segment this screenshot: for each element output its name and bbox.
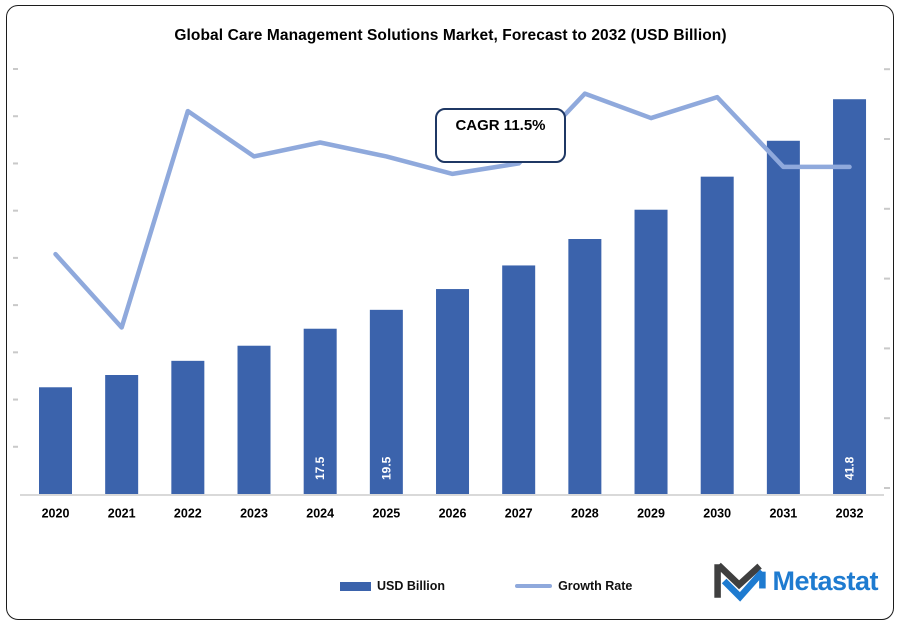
right-axis-tick: [884, 207, 890, 210]
growth-rate-line: [53, 91, 852, 330]
bar-value-label-2032: 41.8: [843, 456, 857, 480]
left-axis-tick: [13, 68, 18, 70]
x-axis-line: [20, 494, 884, 496]
x-axis-label-2028: 2028: [571, 507, 599, 521]
legend-label-growth-rate: Growth Rate: [558, 579, 633, 593]
right-axis-tick: [884, 68, 890, 71]
left-axis-tick: [13, 398, 18, 401]
right-axis-tick: [884, 487, 890, 489]
x-axis-label-2024: 2024: [306, 507, 334, 521]
metastat-m-icon: [714, 562, 767, 602]
left-axis-tick: [13, 209, 18, 212]
right-axis-tick: [884, 417, 890, 420]
cagr-annotation: CAGR 11.5%: [435, 108, 566, 163]
bar-2022: [171, 360, 205, 494]
bar-2032: [833, 99, 867, 494]
left-axis-tick: [13, 304, 18, 307]
bar-2031: [766, 140, 800, 494]
legend-item-growth-rate: Growth Rate: [515, 579, 632, 593]
x-axis-label-2023: 2023: [240, 507, 268, 521]
x-axis-label-2027: 2027: [505, 507, 533, 521]
x-axis-label-2032: 2032: [836, 507, 864, 521]
bar-2021: [105, 375, 139, 494]
right-axis-tick: [884, 347, 890, 350]
left-axis-tick: [13, 256, 18, 259]
legend-item-usd-billion: USD Billion: [340, 579, 445, 593]
chart-title: Global Care Management Solutions Market,…: [174, 27, 727, 44]
bar-2028: [568, 239, 602, 494]
bar-2026: [436, 289, 470, 494]
bar-2020: [39, 387, 72, 494]
legend: USD Billion Growth Rate: [340, 579, 632, 593]
x-axis-label-2029: 2029: [637, 507, 665, 521]
metastat-logo-text: Metastat: [772, 565, 878, 596]
x-axis-label-2021: 2021: [108, 507, 136, 521]
right-axis-tick: [884, 277, 890, 280]
left-axis-tick: [13, 162, 18, 165]
bar-2029: [634, 209, 668, 494]
left-axis-tick: [13, 351, 18, 354]
bar-2030: [700, 176, 734, 494]
bar-2024: [303, 328, 337, 494]
line-series-swatch-icon: [515, 584, 553, 588]
left-axis-tick: [13, 445, 18, 448]
x-axis-label-2022: 2022: [174, 507, 202, 521]
x-axis-label-2020: 2020: [42, 507, 70, 521]
left-axis-tick: [13, 115, 18, 118]
bar-2027: [502, 265, 536, 494]
x-axis-label-2031: 2031: [769, 507, 797, 521]
bar-2025: [369, 309, 403, 494]
bar-2023: [237, 345, 271, 494]
metastat-logo: Metastat: [712, 560, 878, 602]
bar-value-label-2024: 17.5: [313, 456, 327, 480]
bar-value-label-2025: 19.5: [379, 456, 393, 480]
bar-series-swatch-icon: [340, 581, 371, 591]
x-axis-label-2025: 2025: [372, 507, 400, 521]
x-axis-label-2030: 2030: [703, 507, 731, 521]
cagr-annotation-label: CAGR 11.5%: [455, 117, 546, 134]
x-axis-label-2026: 2026: [439, 507, 467, 521]
right-axis-tick: [884, 138, 890, 140]
legend-label-usd-billion: USD Billion: [377, 579, 446, 593]
